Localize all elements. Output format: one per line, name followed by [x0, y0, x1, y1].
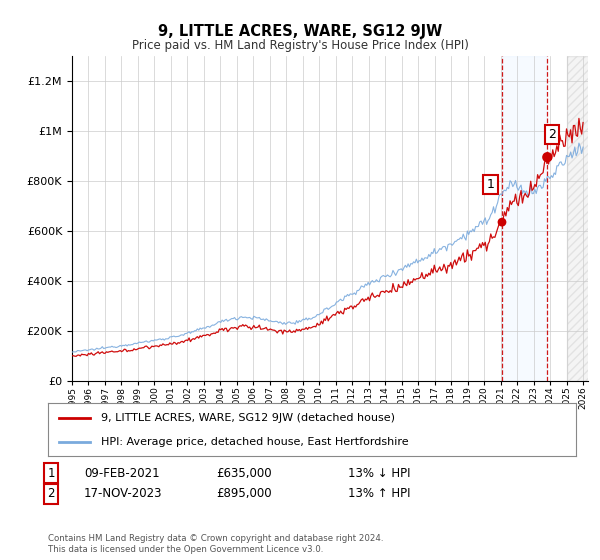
- Text: 1: 1: [487, 178, 494, 191]
- Text: 09-FEB-2021: 09-FEB-2021: [84, 466, 160, 480]
- Point: [542, 153, 552, 162]
- Text: 13% ↓ HPI: 13% ↓ HPI: [348, 466, 410, 480]
- Text: 9, LITTLE ACRES, WARE, SG12 9JW: 9, LITTLE ACRES, WARE, SG12 9JW: [158, 25, 442, 39]
- Text: 2: 2: [548, 128, 556, 141]
- Text: Price paid vs. HM Land Registry's House Price Index (HPI): Price paid vs. HM Land Registry's House …: [131, 39, 469, 52]
- Bar: [502, 56, 547, 381]
- Text: 9, LITTLE ACRES, WARE, SG12 9JW (detached house): 9, LITTLE ACRES, WARE, SG12 9JW (detache…: [101, 413, 395, 423]
- Text: 13% ↑ HPI: 13% ↑ HPI: [348, 487, 410, 501]
- Text: 17-NOV-2023: 17-NOV-2023: [84, 487, 163, 501]
- Text: 2: 2: [47, 487, 55, 501]
- Text: Contains HM Land Registry data © Crown copyright and database right 2024.
This d: Contains HM Land Registry data © Crown c…: [48, 534, 383, 554]
- Text: £895,000: £895,000: [216, 487, 272, 501]
- Point: [497, 218, 507, 227]
- Text: 1: 1: [47, 466, 55, 480]
- Bar: [566, 56, 599, 381]
- Text: HPI: Average price, detached house, East Hertfordshire: HPI: Average price, detached house, East…: [101, 436, 409, 446]
- Text: £635,000: £635,000: [216, 466, 272, 480]
